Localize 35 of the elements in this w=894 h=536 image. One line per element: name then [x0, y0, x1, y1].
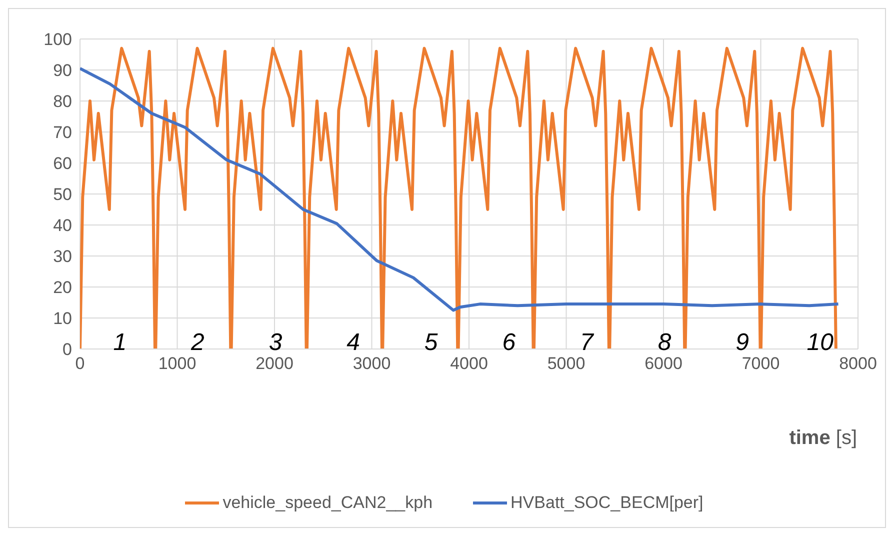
legend-label: HVBatt_SOC_BECM[per]: [510, 493, 704, 513]
annotation: 10: [806, 329, 834, 357]
annotation: 8: [658, 329, 672, 357]
legend-label: vehicle_speed_CAN2__kph: [222, 493, 433, 513]
annotation: 5: [424, 329, 438, 357]
line-series: [80, 46, 838, 349]
x-tick-label: 2000: [256, 354, 294, 374]
annotation: 7: [580, 329, 594, 357]
x-tick-label: 3000: [352, 354, 391, 374]
y-tick-label: 40: [53, 216, 72, 236]
y-tick-label: 10: [53, 309, 72, 328]
x-axis-title: time [s]: [789, 427, 857, 450]
y-tick-label: 60: [53, 154, 72, 174]
x-tick-label: 0: [75, 354, 85, 374]
annotation: 3: [268, 329, 282, 357]
y-tick-label: 70: [53, 123, 72, 142]
annotation: 1: [113, 329, 127, 357]
y-tick-label: 30: [53, 247, 72, 266]
annotation: 2: [191, 329, 204, 357]
line-series: [80, 66, 840, 312]
annotation: 6: [502, 329, 516, 357]
x-tick-label: 8000: [839, 354, 877, 374]
y-tick-label: 20: [53, 278, 72, 298]
y-tick-label: 90: [53, 61, 72, 80]
y-tick-label: 100: [44, 30, 72, 50]
x-tick-label: 6000: [644, 354, 682, 374]
x-tick-label: 5000: [547, 354, 586, 374]
x-tick-label: 1000: [158, 354, 196, 374]
annotation: 9: [736, 329, 749, 357]
x-tick-label: 4000: [450, 354, 488, 374]
y-tick-label: 0: [62, 340, 72, 360]
y-tick-label: 80: [53, 92, 72, 112]
x-tick-label: 7000: [742, 354, 780, 374]
y-tick-label: 50: [53, 185, 72, 204]
annotation: 4: [346, 329, 360, 357]
